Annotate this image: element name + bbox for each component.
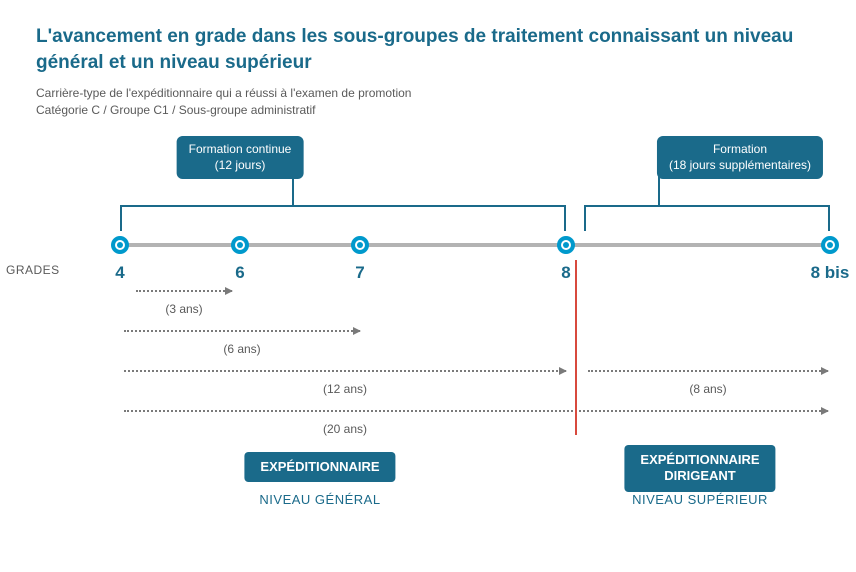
duration-label-1: (6 ans) [223, 342, 260, 356]
subtitle-line2: Catégorie C / Groupe C1 / Sous-groupe ad… [36, 103, 315, 117]
grades-label: GRADES [6, 263, 60, 277]
level-label-0: NIVEAU GÉNÉRAL [259, 492, 380, 507]
duration-label-2: (12 ans) [323, 382, 367, 396]
duration-label-0: (3 ans) [165, 302, 202, 316]
duration-arrow-2 [124, 370, 566, 372]
grade-node-6 [231, 236, 249, 254]
subtitle-line1: Carrière-type de l'expéditionnaire qui a… [36, 86, 411, 100]
role-badge-0: EXPÉDITIONNAIRE [244, 452, 395, 482]
grade-node-8 [557, 236, 575, 254]
page-title: L'avancement en grade dans les sous-grou… [0, 0, 856, 85]
grade-node-7 [351, 236, 369, 254]
subtitle: Carrière-type de l'expéditionnaire qui a… [0, 85, 856, 119]
duration-label-3: (8 ans) [689, 382, 726, 396]
duration-arrow-1 [124, 330, 360, 332]
timeline-axis [120, 243, 830, 247]
callout-1: Formation(18 jours supplémentaires) [657, 136, 823, 179]
bracket-0 [120, 205, 566, 235]
grade-node-8 bis [821, 236, 839, 254]
grade-node-4 [111, 236, 129, 254]
duration-arrow-0 [136, 290, 232, 292]
grade-label-7: 7 [355, 263, 364, 283]
callout-stem-0 [292, 172, 294, 205]
grade-label-4: 4 [115, 263, 124, 283]
level-label-1: NIVEAU SUPÉRIEUR [632, 492, 768, 507]
grade-label-6: 6 [235, 263, 244, 283]
bracket-1 [584, 205, 830, 235]
callout-0: Formation continue(12 jours) [177, 136, 304, 179]
progression-diagram: Formation continue(12 jours) Formation(18… [60, 130, 830, 540]
duration-arrow-4 [124, 410, 828, 412]
role-badge-1: EXPÉDITIONNAIREDIRIGEANT [624, 445, 775, 492]
duration-label-4: (20 ans) [323, 422, 367, 436]
duration-arrow-3 [588, 370, 828, 372]
callout-stem-1 [658, 172, 660, 205]
level-divider [575, 260, 577, 435]
grade-label-8: 8 [561, 263, 570, 283]
grade-label-8 bis: 8 bis [811, 263, 850, 283]
